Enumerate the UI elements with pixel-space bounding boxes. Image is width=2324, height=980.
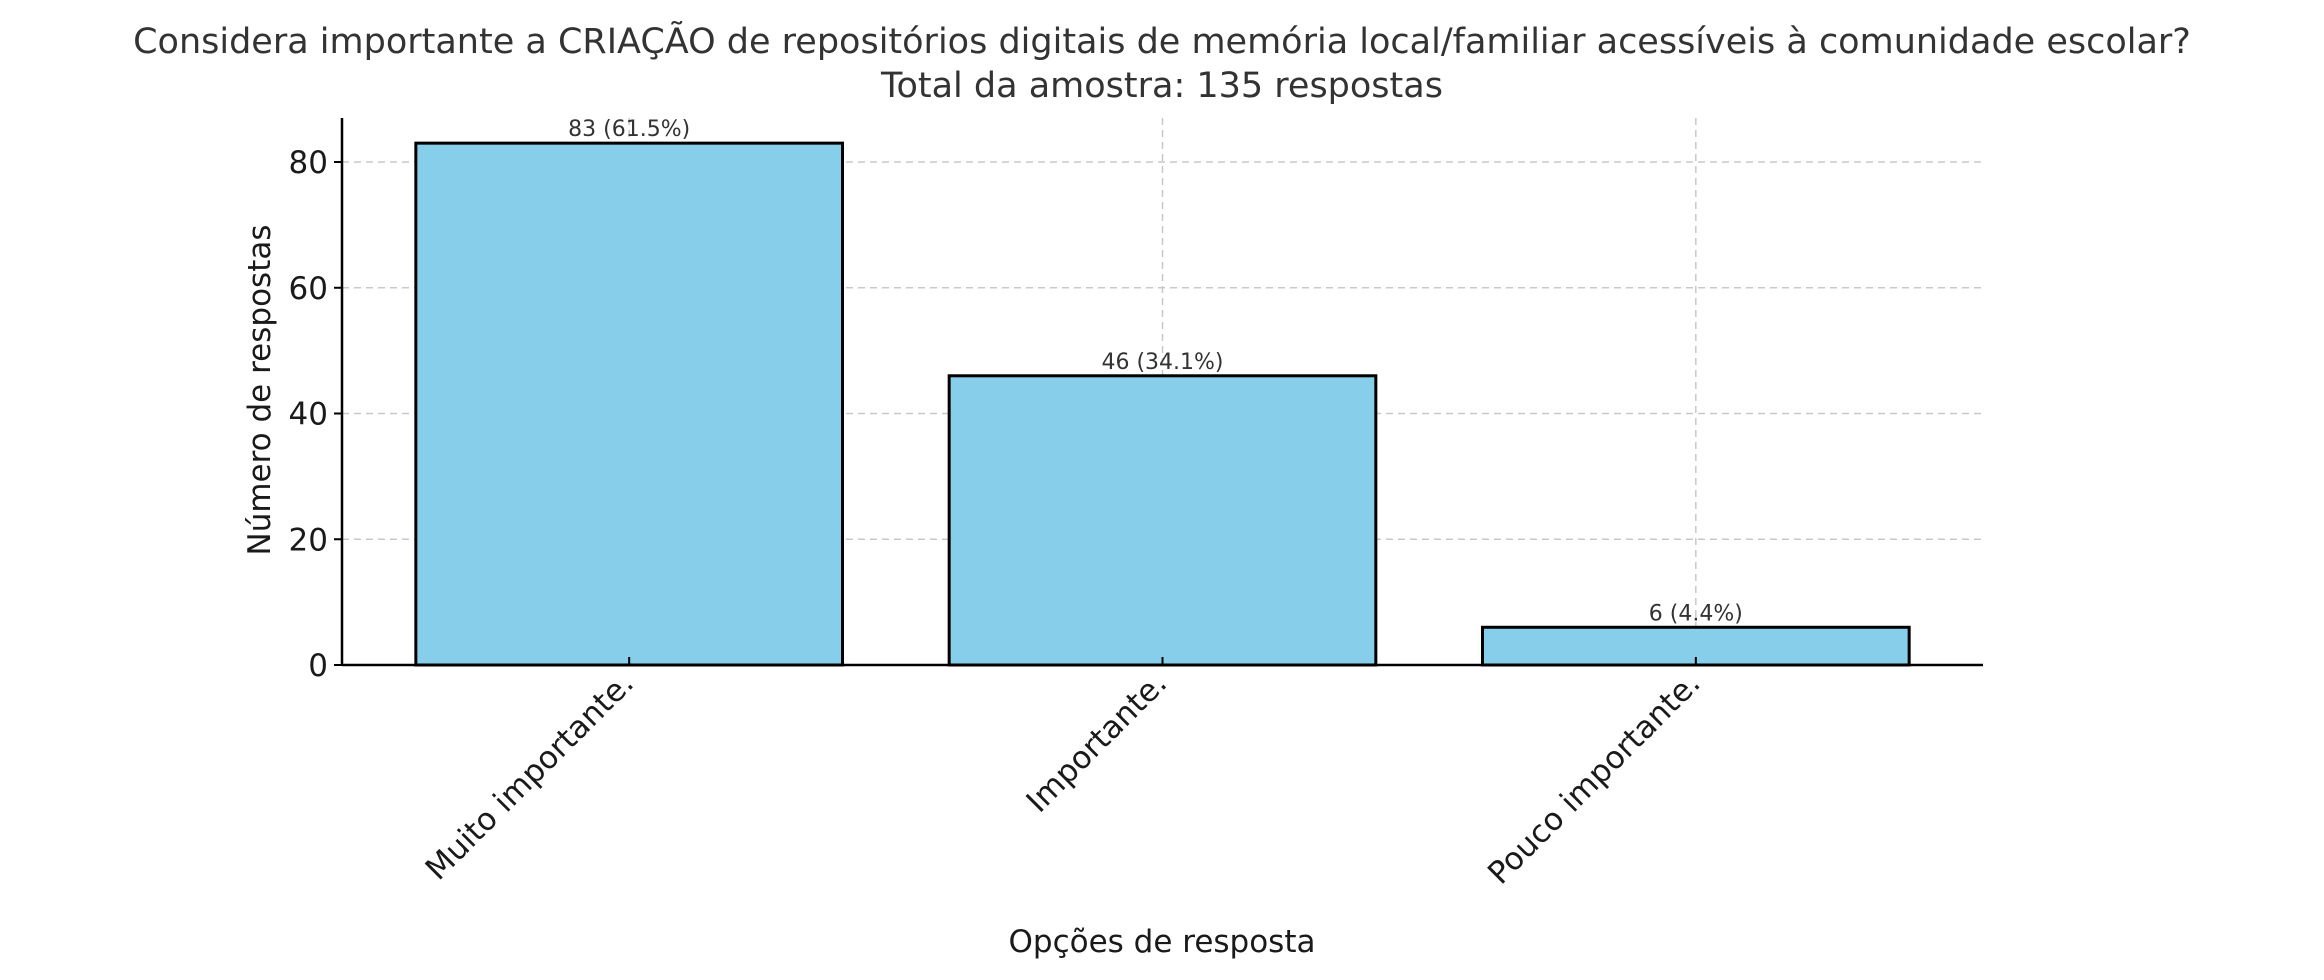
bar xyxy=(414,141,845,667)
y-tick-label: 20 xyxy=(289,522,328,558)
data-label: 83 (61.5%) xyxy=(568,117,690,142)
chart-subtitle: Total da amostra: 135 respostas xyxy=(880,66,1443,106)
data-label: 6 (4.4%) xyxy=(1649,601,1743,626)
y-tick-label: 60 xyxy=(289,271,328,307)
x-axis-label: Opções de resposta xyxy=(1008,924,1315,960)
x-tick-label: Pouco importante. xyxy=(1481,665,1707,891)
y-tick-label: 80 xyxy=(289,145,328,181)
bar-layer xyxy=(414,141,1911,667)
y-tick-label: 0 xyxy=(308,648,328,684)
y-tick-label: 40 xyxy=(289,397,328,433)
x-tick-label: Muito importante. xyxy=(419,665,641,887)
bar xyxy=(947,374,1378,667)
data-label: 46 (34.1%) xyxy=(1101,350,1223,375)
x-tick-label: Importante. xyxy=(1020,665,1175,820)
axis-layer xyxy=(334,118,1983,667)
y-axis-label: Número de respostas xyxy=(242,225,278,556)
chart-title: Considera importante a CRIAÇÃO de reposi… xyxy=(133,20,2191,62)
